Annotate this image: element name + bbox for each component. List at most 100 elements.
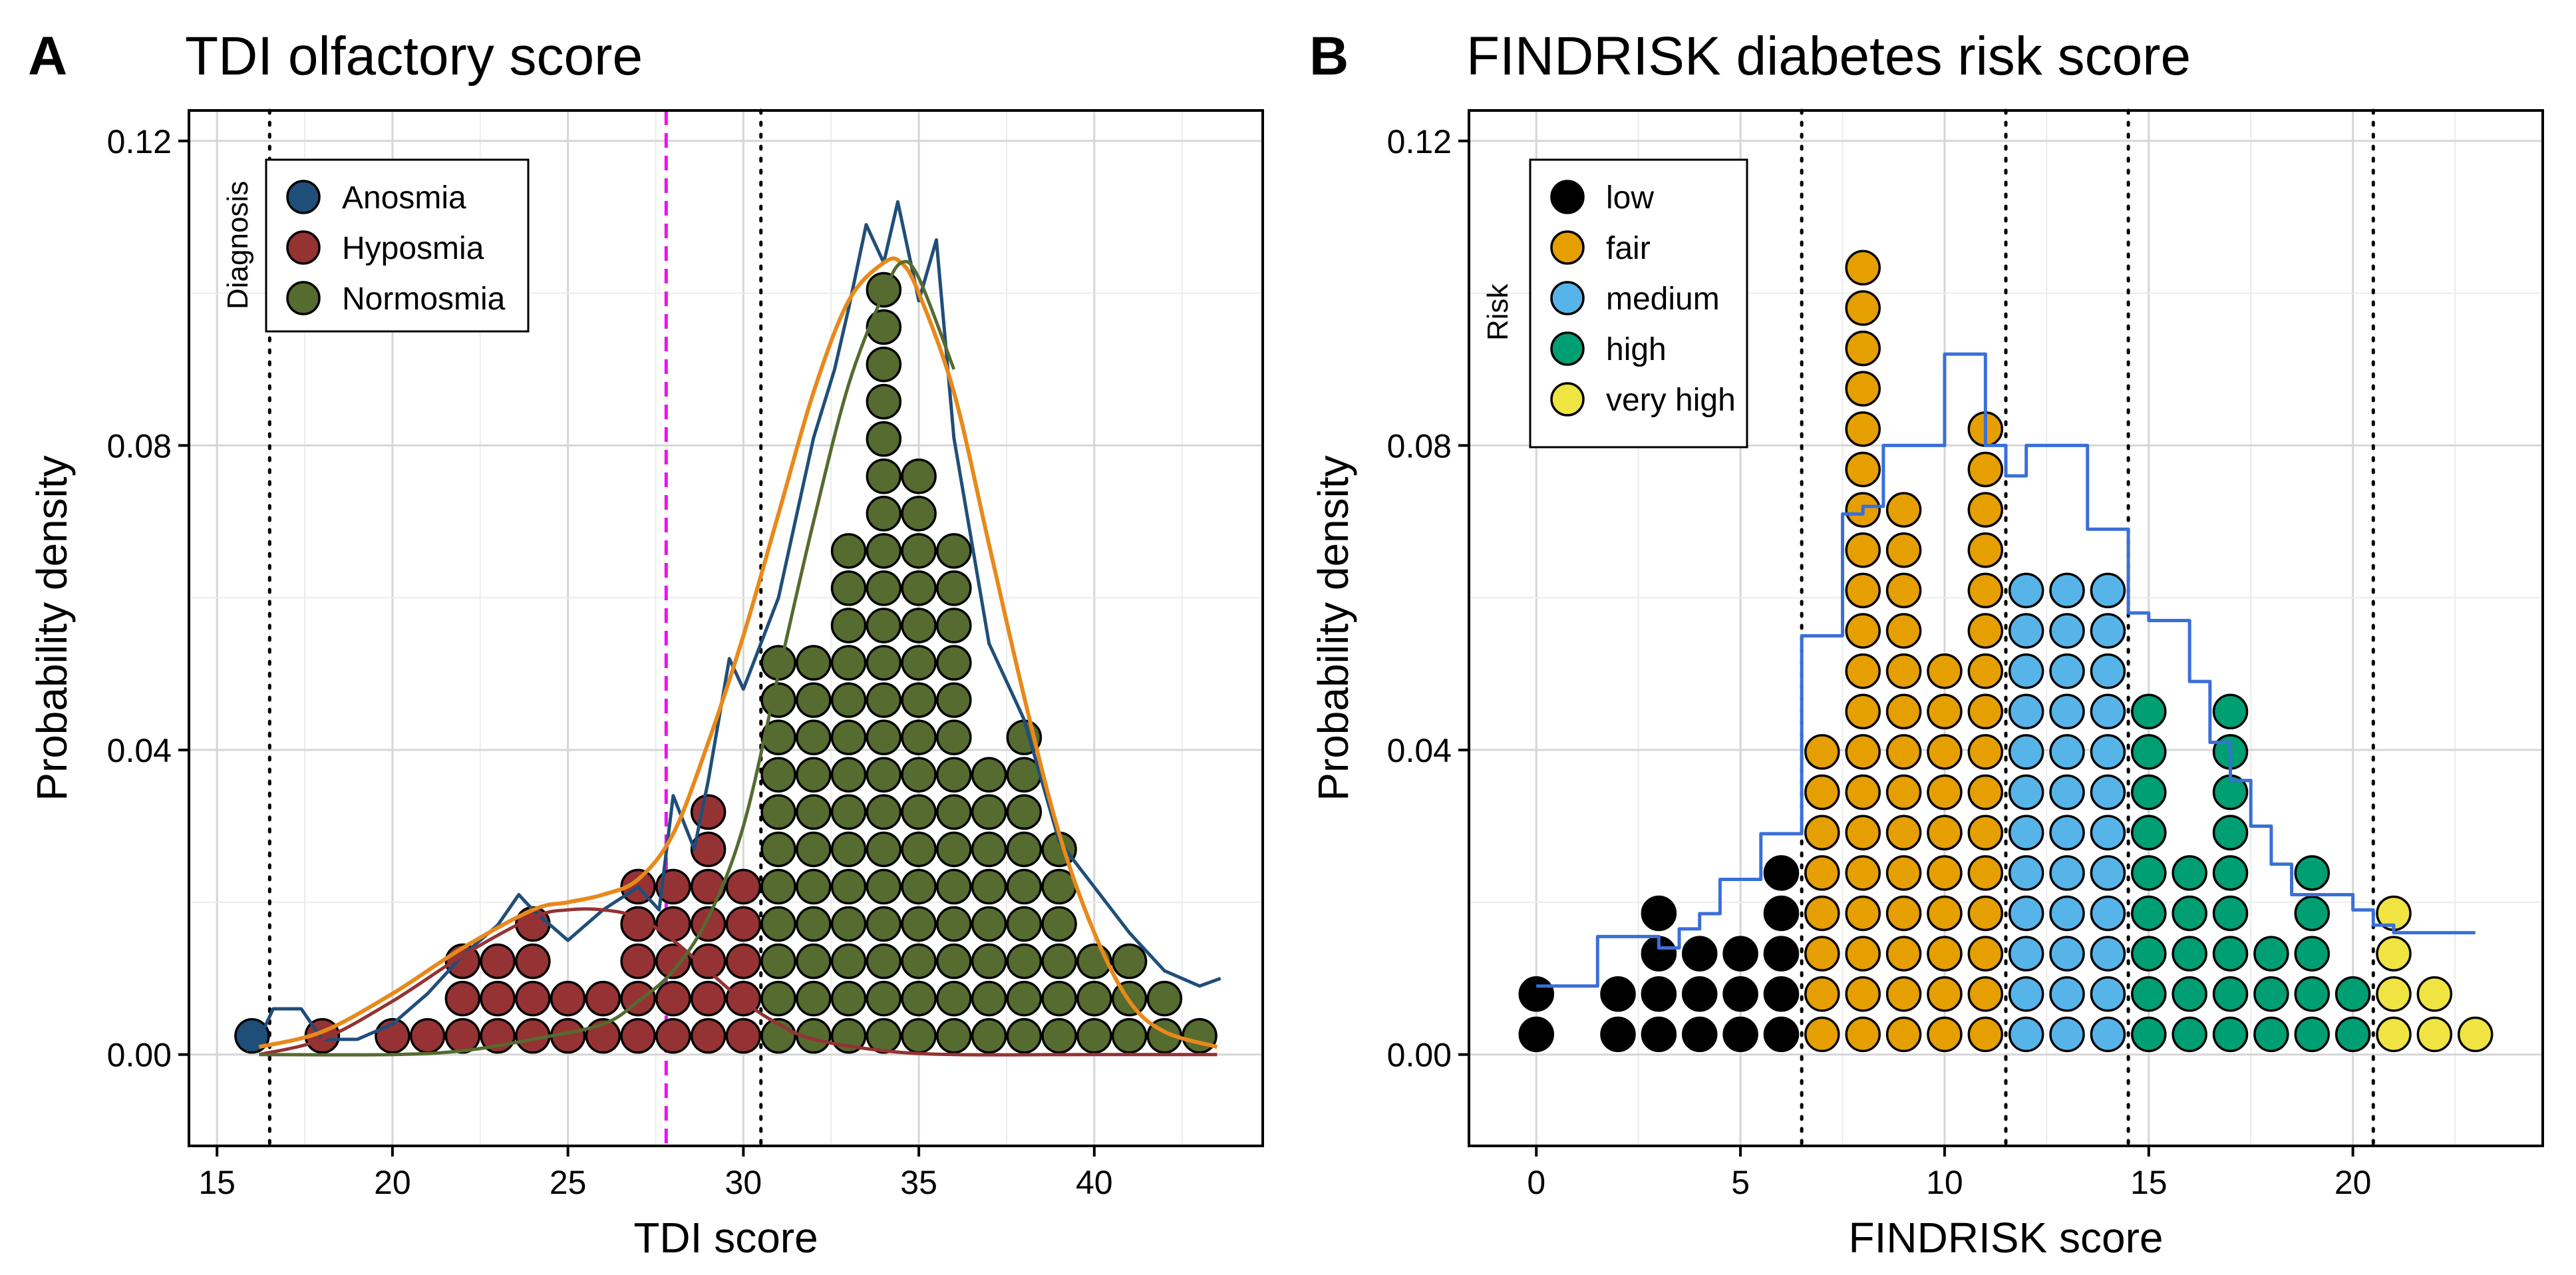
dot-hyposmia (655, 943, 691, 980)
dot-normosmia (866, 383, 902, 420)
dot-high (2294, 895, 2331, 932)
dot-normosmia (936, 570, 972, 606)
dot-normosmia (936, 682, 972, 718)
dot-fair (1845, 532, 1881, 568)
dot-fair (1885, 1016, 1922, 1053)
dot-normosmia (971, 906, 1007, 942)
dot-high (2131, 774, 2167, 811)
panel-b-legend: low fair medium high very high (1529, 158, 1748, 449)
dot-medium (2090, 855, 2126, 891)
dot-medium (2008, 613, 2044, 649)
dot-hyposmia (690, 868, 726, 905)
dot-normosmia (1006, 943, 1043, 980)
dot-medium (2008, 815, 2044, 850)
dot-fair (1967, 492, 2004, 528)
dot-high (2172, 855, 2207, 891)
dot-normosmia (1146, 980, 1183, 1017)
dot-hyposmia (690, 794, 726, 830)
dot-normosmia (796, 757, 832, 793)
dot-normosmia (830, 868, 867, 905)
dot-fair (1967, 895, 2004, 932)
dot-hyposmia (585, 980, 621, 1017)
dot-hyposmia (690, 1017, 726, 1054)
legend-swatch-high (1550, 331, 1585, 366)
dot-normosmia (971, 943, 1007, 980)
dot-normosmia (1111, 1017, 1148, 1054)
dot-very-high (2416, 976, 2453, 1012)
dot-normosmia (796, 943, 832, 980)
panel-a-title: TDI olfactory score (185, 26, 643, 87)
dot-normosmia (866, 645, 902, 681)
legend-label-very-high: very high (1606, 383, 1736, 418)
dot-fair (1804, 936, 1840, 972)
dot-medium (2090, 815, 2126, 850)
y-tick-label: 0.08 (107, 427, 172, 464)
dot-fair (1845, 250, 1881, 286)
dot-normosmia (760, 906, 796, 942)
dot-normosmia (866, 496, 902, 532)
dot-fair (1885, 734, 1922, 770)
legend-label-anosmia: Anosmia (342, 180, 466, 216)
series-density (1536, 352, 2476, 988)
dot-medium (2090, 734, 2126, 770)
dot-normosmia (1006, 980, 1043, 1017)
dot-fair (1885, 532, 1922, 568)
dot-normosmia (971, 868, 1007, 905)
dot-low (1763, 976, 1800, 1012)
dot-fair (1927, 774, 1963, 811)
dot-medium (2049, 895, 2085, 932)
panel-a-legend-title: Diagnosis (222, 181, 254, 309)
legend-swatch-very-high (1550, 382, 1585, 417)
dot-normosmia (1111, 943, 1148, 980)
dot-hyposmia (655, 1017, 691, 1054)
dot-hyposmia (620, 943, 656, 980)
dot-normosmia (866, 794, 902, 830)
dot-normosmia (901, 719, 937, 755)
legend-swatch-normosmia (286, 281, 321, 315)
legend-swatch-low (1550, 180, 1585, 214)
dot-hyposmia (480, 980, 516, 1017)
panel-b-vertical-lines (1800, 108, 2375, 1148)
dot-normosmia (796, 719, 832, 755)
dot-normosmia (760, 682, 796, 718)
dot-hyposmia (690, 943, 726, 980)
dot-normosmia (866, 943, 902, 980)
dot-low (1681, 1016, 1718, 1053)
x-tick-label: 35 (900, 1164, 937, 1201)
dot-fair (1885, 774, 1922, 811)
dot-fair (1967, 532, 2004, 568)
dot-fair (1885, 815, 1922, 850)
dot-high (2294, 855, 2331, 891)
dot-normosmia (866, 309, 902, 345)
dot-normosmia (901, 1017, 937, 1054)
x-tick-label: 0 (1527, 1164, 1545, 1201)
panel-a-dot-stacks (234, 272, 1217, 1054)
dot-high (2294, 976, 2331, 1012)
dot-normosmia (866, 757, 902, 793)
dot-normosmia (936, 533, 972, 569)
dot-normosmia (796, 794, 832, 830)
dot-normosmia (936, 794, 972, 830)
dot-low (1763, 1016, 1800, 1053)
dot-normosmia (901, 645, 937, 681)
panel-b-tick-labels: 0 5 10 15 20 0.00 0.04 0.08 0.12 (1387, 123, 2372, 1201)
dot-fair (1927, 895, 1963, 932)
legend-label-high: high (1606, 332, 1667, 367)
dot-normosmia (901, 868, 937, 905)
dot-low (1518, 976, 1555, 1012)
dot-normosmia (830, 719, 867, 755)
dot-normosmia (901, 570, 937, 606)
dot-normosmia (936, 608, 972, 643)
dot-high (2131, 734, 2167, 770)
dot-fair (1967, 855, 2004, 891)
dot-low (1722, 936, 1758, 972)
y-tick-label: 0.08 (1387, 427, 1452, 464)
dot-fair (1967, 1016, 2004, 1053)
dot-fair (1845, 371, 1881, 407)
dot-high (2253, 936, 2289, 972)
dot-normosmia (866, 570, 902, 606)
dot-medium (2049, 774, 2085, 811)
dot-fair (1967, 572, 2004, 609)
panel-a-tdi-chart: A TDI olfactory score 15 20 25 30 35 40 0.00 0.… (28, 26, 1264, 1262)
